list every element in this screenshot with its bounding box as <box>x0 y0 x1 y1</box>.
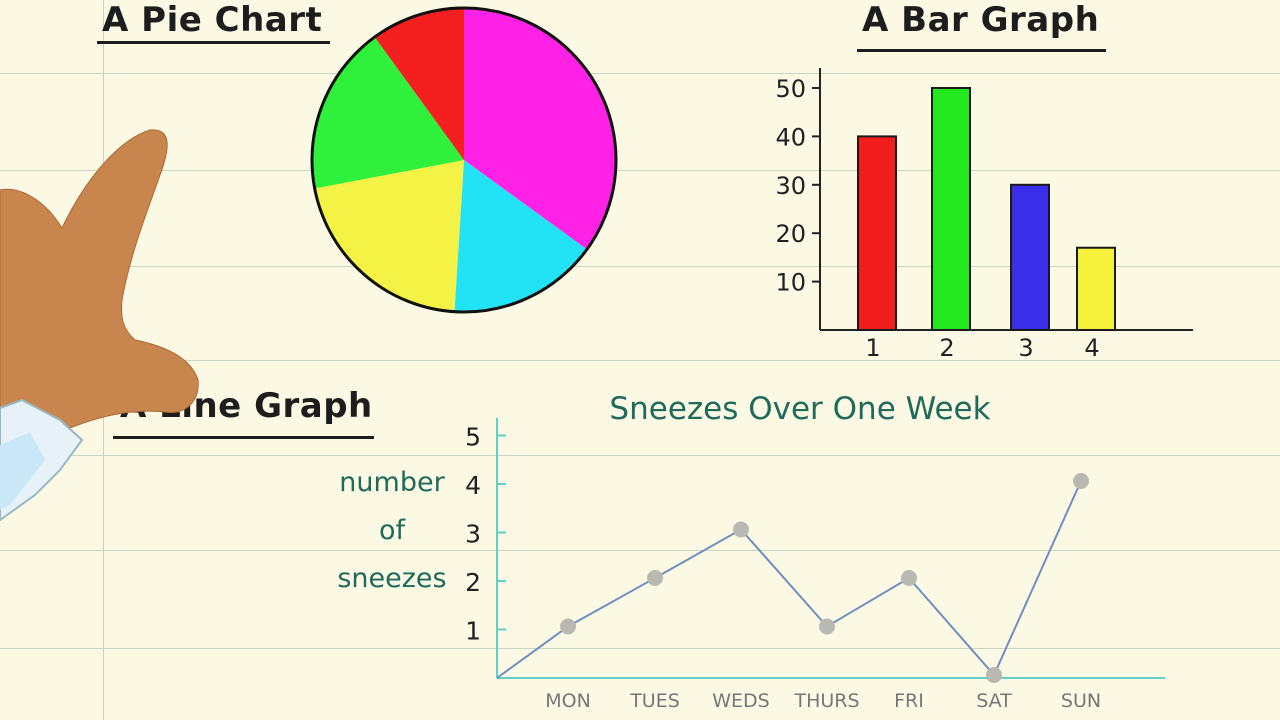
line-chart: Sneezes Over One Week number of sneezes 1 2 3 4… <box>337 391 1165 712</box>
line-x-tick-label: WEDS <box>712 690 769 712</box>
bar-graph-heading: A Bar Graph <box>862 0 1100 40</box>
line-x-tick-label: THURS <box>793 690 859 712</box>
data-point <box>1073 473 1089 489</box>
line-y-tick-label: 5 <box>465 423 481 452</box>
line-heading-underline <box>113 436 374 439</box>
data-point <box>986 667 1002 683</box>
line-x-tick-label: SUN <box>1061 690 1101 712</box>
pie-chart-heading: A Pie Chart <box>102 0 323 40</box>
series-line <box>496 480 1082 679</box>
ruled-line <box>0 360 1280 361</box>
data-point <box>733 521 749 538</box>
bar-x-tick-label: 3 <box>1018 334 1033 362</box>
pie-outline <box>310 6 618 314</box>
pie-slice <box>314 160 464 312</box>
ruled-line <box>0 648 1280 649</box>
pie-chart <box>310 6 618 314</box>
line-x-tick-label: TUES <box>629 690 680 712</box>
pointing-hand-icon <box>0 129 199 522</box>
bar-heading-underline <box>857 49 1106 52</box>
pie-slice <box>374 8 464 160</box>
bar <box>1010 183 1050 331</box>
bar <box>931 87 971 331</box>
line-y-axis-label: of <box>379 515 407 546</box>
ruled-line <box>0 73 1280 74</box>
line-x-tick-label: SAT <box>976 690 1012 712</box>
bar-y-tick-label: 50 <box>775 75 806 103</box>
pie-slice <box>464 8 616 250</box>
bar-x-tick-label: 4 <box>1084 334 1099 362</box>
line-x-tick-label: FRI <box>894 690 924 712</box>
bar-x-tick-label: 1 <box>865 334 880 362</box>
line-chart-title: Sneezes Over One Week <box>609 391 990 427</box>
data-point <box>560 618 576 635</box>
data-point <box>647 570 663 586</box>
line-y-tick-label: 3 <box>465 520 481 549</box>
bar-chart: 10 20 30 40 50 1 2 3 4 <box>775 68 1193 362</box>
bar-y-tick-label: 10 <box>775 269 806 297</box>
line-x-tick-label: MON <box>545 690 591 712</box>
line-y-axis-label: number <box>339 467 445 498</box>
data-point <box>819 618 835 635</box>
bar-y-tick-label: 40 <box>775 123 806 151</box>
pie-slice <box>454 160 587 312</box>
bar <box>857 135 897 331</box>
bar-y-tick-label: 20 <box>775 220 806 248</box>
ruled-line <box>0 266 1280 267</box>
line-y-axis-label: sneezes <box>337 563 446 594</box>
data-point <box>901 570 917 586</box>
line-y-tick-label: 4 <box>465 471 481 500</box>
pie-slice <box>312 37 464 189</box>
bar-y-tick-label: 30 <box>775 172 806 200</box>
pie-heading-underline <box>97 41 330 44</box>
bar-x-tick-label: 2 <box>939 334 954 362</box>
bar <box>1076 246 1116 331</box>
line-y-tick-label: 1 <box>465 617 481 646</box>
ruled-line <box>0 170 1280 171</box>
ruled-line <box>0 550 1280 551</box>
line-y-tick-label: 2 <box>465 568 481 597</box>
ruled-line <box>0 455 1280 456</box>
